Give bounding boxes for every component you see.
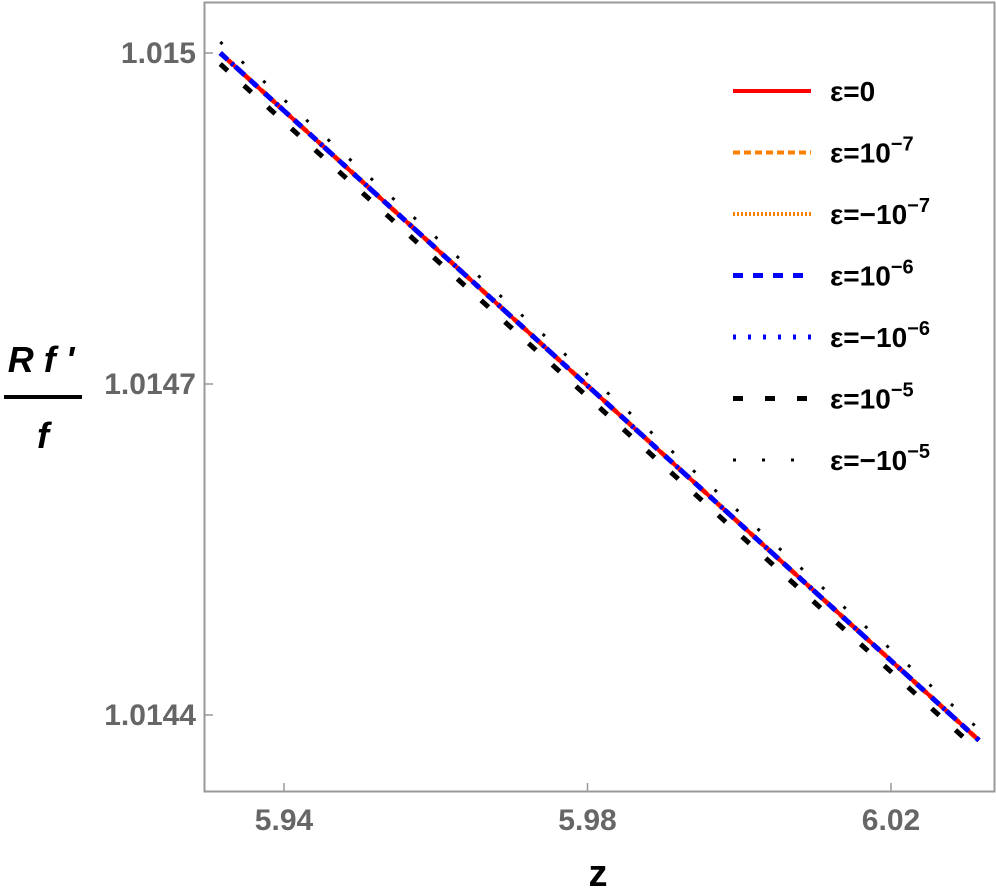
legend-item: ε=−10−6 [733,318,930,353]
legend-item: ε=−10−5 [733,441,930,476]
legend-item: ε=10−5 [733,380,914,415]
y-tick-label: 1.0147 [104,368,196,401]
legend-label: ε=10−6 [830,257,914,292]
y-label-numerator: R f ' [8,339,76,380]
legend-label: ε=−10−6 [830,318,930,353]
legend-label: ε=−10−5 [830,441,930,476]
legend-label: ε=0 [830,76,875,107]
x-axis: 5.94 5.98 6.02 [255,783,920,837]
series-line [218,51,981,743]
y-tick-label: 1.015 [121,37,196,70]
legend-item: ε=−10−7 [733,195,930,230]
x-tick-label: 5.98 [558,804,616,837]
x-tick-label: 6.02 [862,804,920,837]
legend-item: ε=0 [733,76,875,107]
y-tick-label: 1.0144 [104,699,196,732]
legend-label: ε=−10−7 [830,195,930,230]
y-axis-label: R f ' f [4,339,82,456]
x-tick-label: 5.94 [255,804,314,837]
legend-label: ε=10−5 [830,380,914,415]
series-lines [218,40,981,754]
legend-item: ε=10−7 [733,134,914,169]
legend-item: ε=10−6 [733,257,914,292]
legend-label: ε=10−7 [830,134,914,169]
y-label-denominator: f [37,415,52,456]
x-axis-label: z [589,853,608,892]
plot-frame [203,1,996,793]
y-axis: 1.015 1.0147 1.0144 [104,37,213,732]
legend: ε=0 ε=10−7 ε=−10−7 ε=10−6 ε=−10−6 ε=10−5 ε=−10… [733,76,930,476]
